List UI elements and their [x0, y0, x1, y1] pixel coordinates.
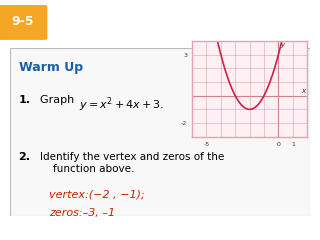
Text: vertex:(−2 , −1);: vertex:(−2 , −1); [49, 189, 144, 199]
FancyBboxPatch shape [10, 48, 310, 216]
Text: Copyright © by Holt, Rinehart and Winston. All Rights Reserved.: Copyright © by Holt, Rinehart and Winsto… [137, 225, 314, 231]
FancyBboxPatch shape [0, 4, 48, 41]
Text: 1.: 1. [19, 95, 31, 105]
Text: Graph: Graph [40, 95, 77, 105]
Text: zeros:–3, –1: zeros:–3, –1 [49, 208, 115, 218]
Text: x: x [302, 88, 306, 94]
Text: 2.: 2. [19, 152, 31, 162]
Text: 9-5: 9-5 [11, 15, 34, 28]
Text: Warm Up: Warm Up [19, 61, 83, 74]
Text: y: y [280, 42, 284, 48]
Text: by Graphing: by Graphing [54, 25, 136, 38]
Text: Identify the vertex and zeros of the
    function above.: Identify the vertex and zeros of the fun… [40, 152, 224, 174]
Text: Holt Algebra 1: Holt Algebra 1 [6, 225, 57, 231]
Text: Solving Quadratic Equations: Solving Quadratic Equations [54, 6, 242, 18]
Text: $y = x^2 + 4x + 3.$: $y = x^2 + 4x + 3.$ [79, 95, 164, 114]
